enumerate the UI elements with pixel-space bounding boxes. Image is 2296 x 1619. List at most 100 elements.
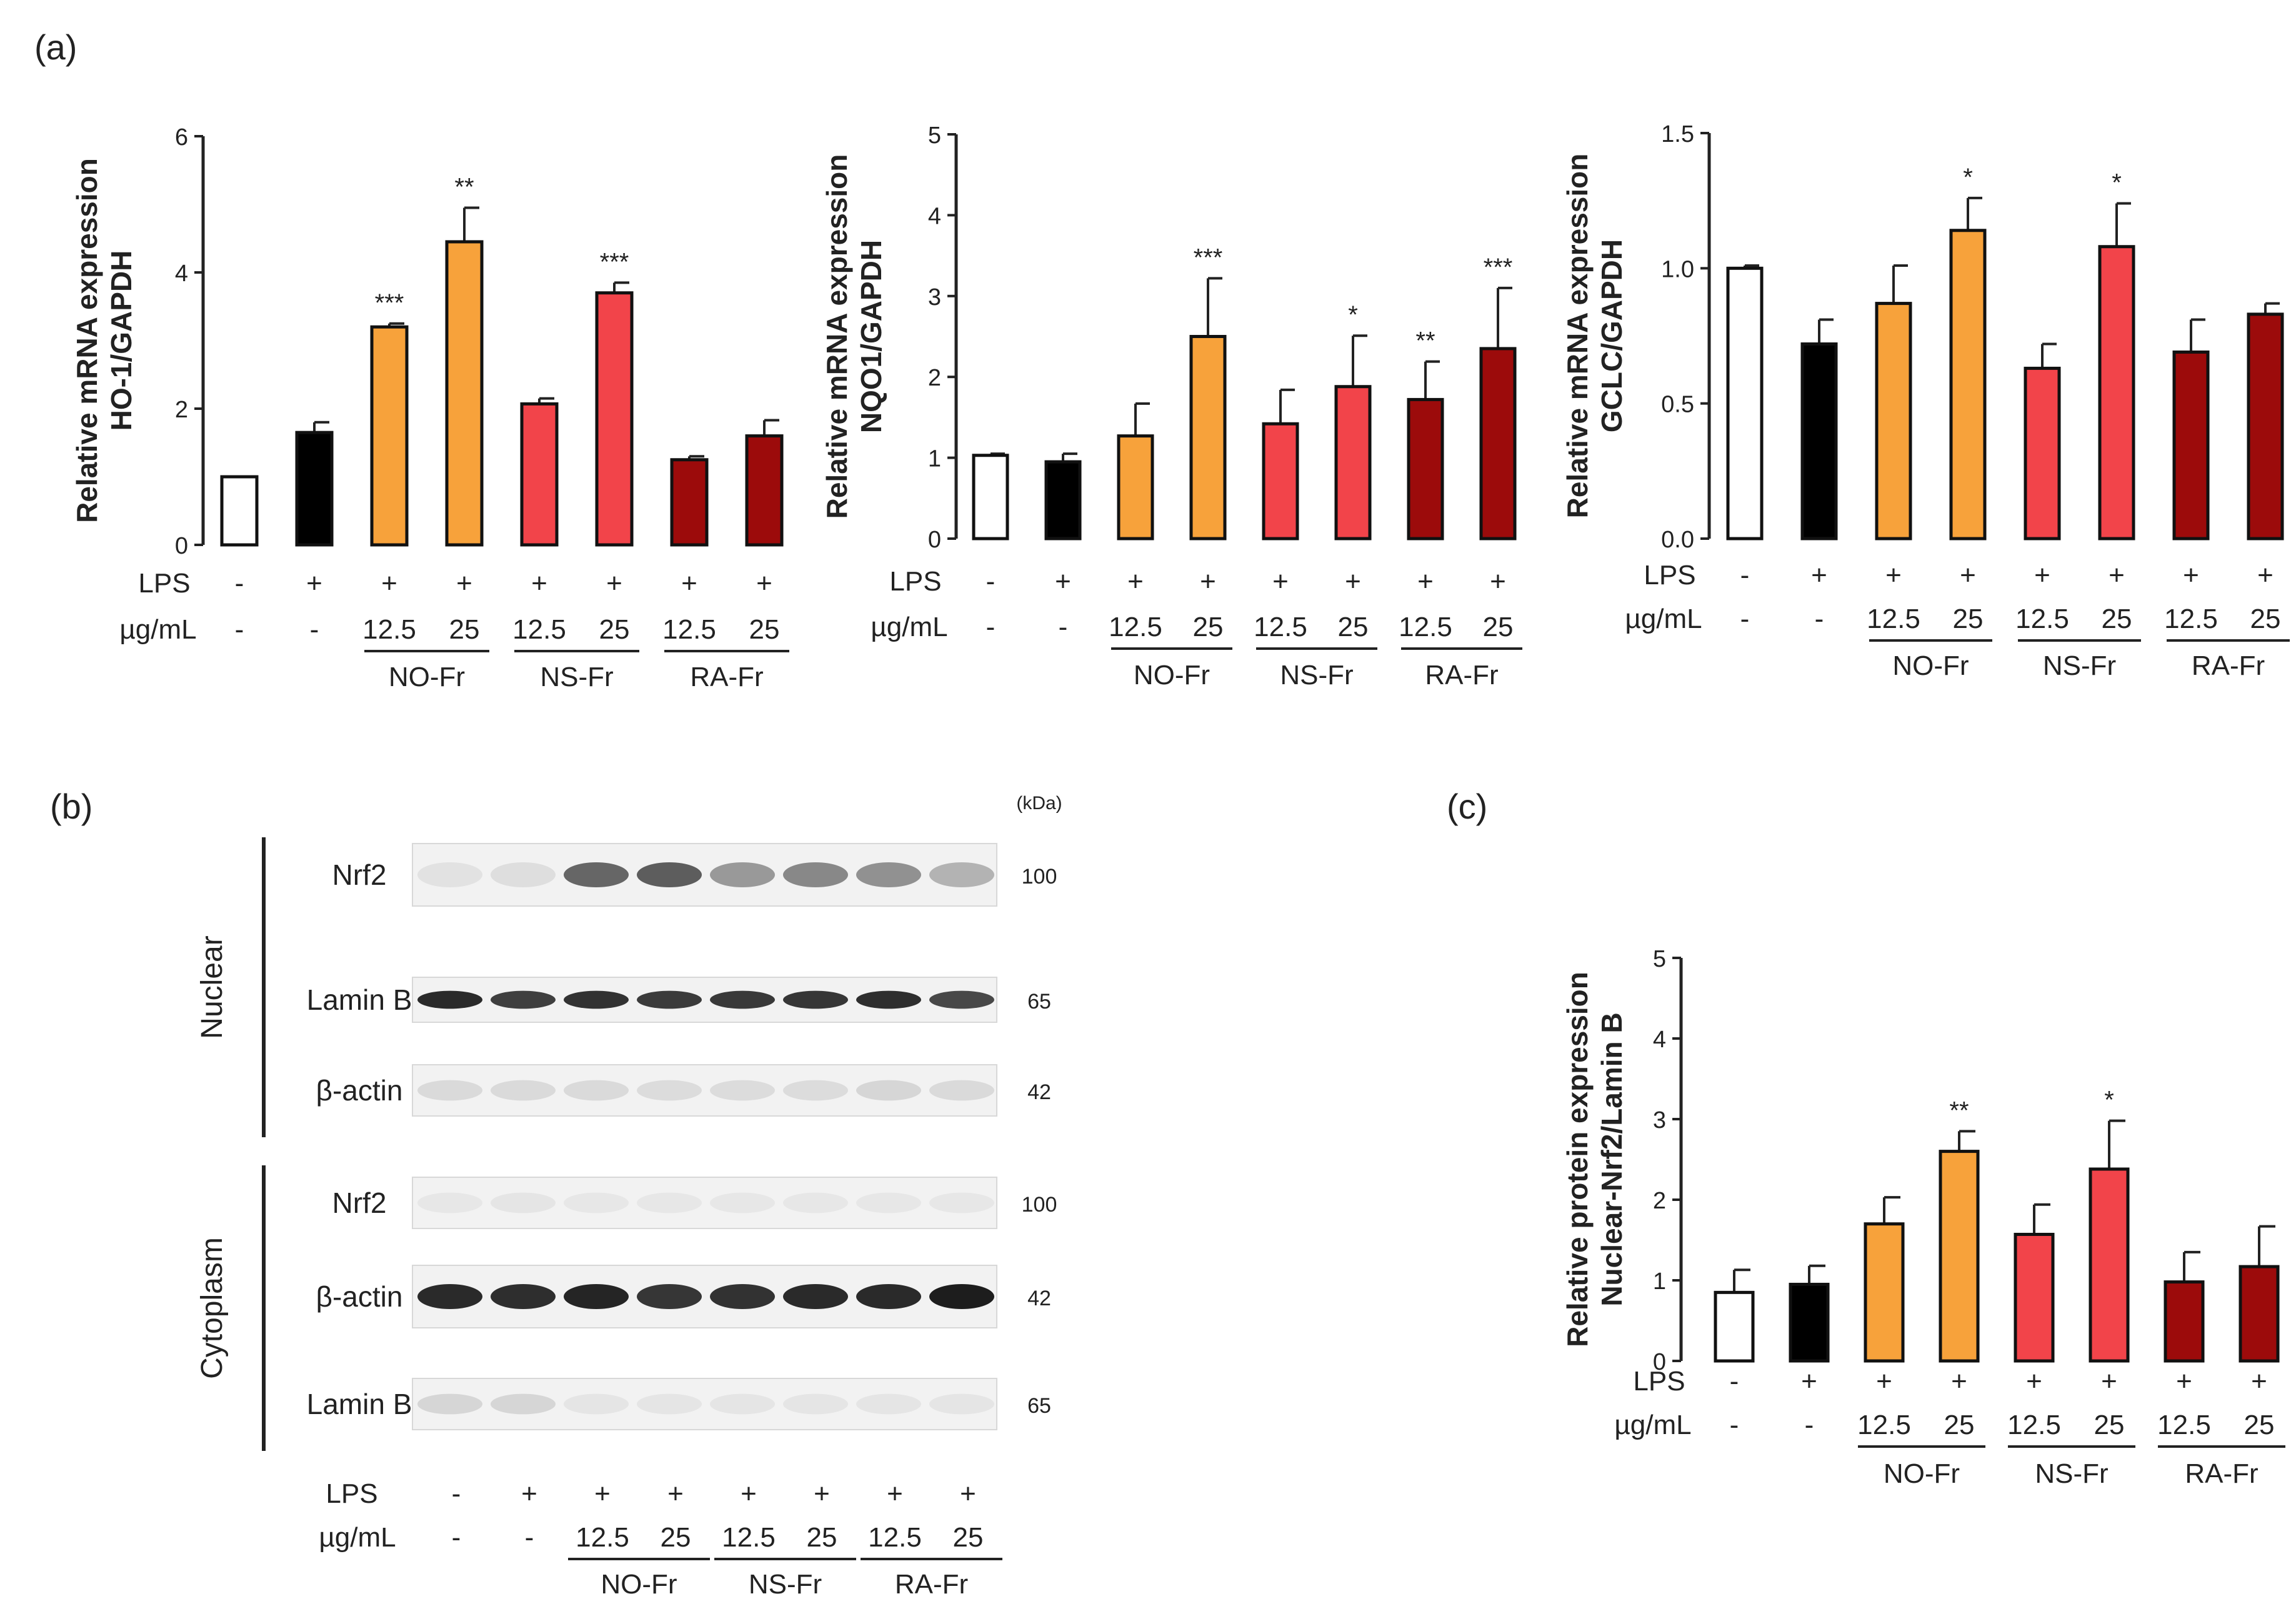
bar-1-7 [1479, 347, 1517, 540]
lps-marker: + [814, 1478, 830, 1509]
band [417, 990, 482, 1009]
band [637, 1393, 702, 1415]
lps-marker: + [960, 1478, 976, 1509]
group-label: NS-Fr [2043, 650, 2116, 681]
bar-0-0 [220, 475, 259, 547]
dose-value: 12.5 [576, 1522, 629, 1553]
band [417, 862, 482, 887]
bar-3-4 [2014, 1232, 2055, 1363]
dose-value: - [235, 614, 244, 645]
bar-1-2 [1117, 434, 1154, 540]
chart-nqo1-expression: 0 1 2 3 4 5 Relative mRNA expression NQO1/GAPDH… [821, 122, 1522, 690]
band [417, 1284, 482, 1309]
kda-value: 100 [1022, 1193, 1057, 1217]
lps-row-label: LPS [889, 566, 941, 597]
band [710, 1080, 775, 1101]
dose-row-label: µg/mL [1614, 1410, 1691, 1440]
band [564, 1284, 629, 1309]
band [637, 990, 702, 1009]
bar-1-0 [972, 454, 1009, 540]
y-axis-label: Relative mRNA expression [821, 154, 853, 519]
significance-mark: ** [1415, 327, 1435, 355]
dose-value: - [1059, 612, 1068, 642]
lps-marker: - [986, 566, 996, 597]
lps-marker: + [1885, 560, 1902, 590]
band [564, 1192, 629, 1213]
bar-3-0 [1714, 1290, 1755, 1363]
lps-marker: + [2176, 1366, 2192, 1397]
dose-value: 25 [953, 1522, 984, 1553]
band [491, 1192, 556, 1213]
significance-mark: * [2112, 169, 2122, 196]
band [856, 990, 921, 1009]
y-axis-label-sub: NQO1/GAPDH [855, 240, 887, 433]
bar-2-6 [2172, 350, 2210, 540]
section-label: Nuclear [196, 935, 229, 1039]
y-axis-label-sub: HO-1/GAPDH [105, 251, 137, 431]
bar-0-7 [745, 434, 784, 547]
dose-row-label: µg/mL [119, 614, 196, 645]
y-tick-label: 5 [1653, 946, 1666, 972]
group-label: NO-Fr [1884, 1458, 1960, 1489]
bar-2-3 [1949, 229, 1987, 540]
lps-marker: + [1200, 566, 1216, 597]
band [710, 1192, 775, 1213]
group-label: RA-Fr [690, 662, 763, 692]
lps-marker: - [452, 1478, 461, 1509]
band [491, 1284, 556, 1309]
band [491, 862, 556, 887]
band [856, 1080, 921, 1101]
kda-value: 65 [1027, 1394, 1051, 1418]
dose-value: 12.5 [512, 614, 566, 645]
dose-value: - [1740, 604, 1750, 634]
chart-nuclear-nrf2-expression: 0 1 2 3 4 5 Relative protein expression Nuclear… [1561, 946, 2285, 1489]
lps-marker: + [306, 568, 322, 599]
significance-mark: *** [1484, 254, 1513, 281]
band [929, 1192, 994, 1213]
bar-2-4 [2024, 366, 2061, 540]
y-tick-label: 2 [175, 397, 188, 423]
lps-marker: + [1801, 1366, 1817, 1397]
group-label: NO-Fr [1134, 660, 1210, 690]
dose-value: 12.5 [2157, 1410, 2211, 1440]
lps-marker: + [1417, 566, 1434, 597]
bar-3-6 [2164, 1280, 2205, 1363]
band [564, 1080, 629, 1101]
bar-2-1 [1800, 342, 1838, 540]
dose-value: - [986, 612, 996, 642]
bar-2-5 [2098, 245, 2135, 540]
lps-marker: + [2026, 1366, 2042, 1397]
group-label: RA-Fr [1425, 660, 1498, 690]
y-tick-label: 1.0 [1661, 256, 1694, 282]
band [856, 1192, 921, 1213]
band [783, 1284, 848, 1309]
significance-mark: ** [1949, 1097, 1969, 1124]
lps-marker: + [2183, 560, 2199, 590]
dose-value: 25 [2094, 1410, 2125, 1440]
y-tick-label: 5 [928, 122, 941, 149]
dose-value: - [1730, 1410, 1739, 1440]
dose-value: 12.5 [1867, 604, 1920, 634]
lps-marker: + [1811, 560, 1827, 590]
band [929, 1080, 994, 1101]
lps-row-label: LPS [1633, 1366, 1685, 1397]
band [929, 1393, 994, 1415]
lps-marker: + [1490, 566, 1506, 597]
band [783, 862, 848, 887]
bar-2-7 [2247, 312, 2284, 540]
lps-marker: + [681, 568, 697, 599]
y-tick-label: 0.0 [1661, 527, 1694, 553]
band [637, 1192, 702, 1213]
kda-value: 100 [1022, 865, 1057, 889]
y-tick-label: 1.5 [1661, 121, 1694, 147]
dose-value: 12.5 [1857, 1410, 1911, 1440]
lps-marker: + [887, 1478, 903, 1509]
band [783, 990, 848, 1009]
dose-value: - [452, 1522, 461, 1553]
group-label: RA-Fr [895, 1569, 968, 1600]
dose-value: - [1815, 604, 1824, 634]
dose-value: 12.5 [2164, 604, 2218, 634]
panel-label-c: (c) [1447, 787, 1487, 826]
significance-mark: * [1963, 164, 1973, 191]
